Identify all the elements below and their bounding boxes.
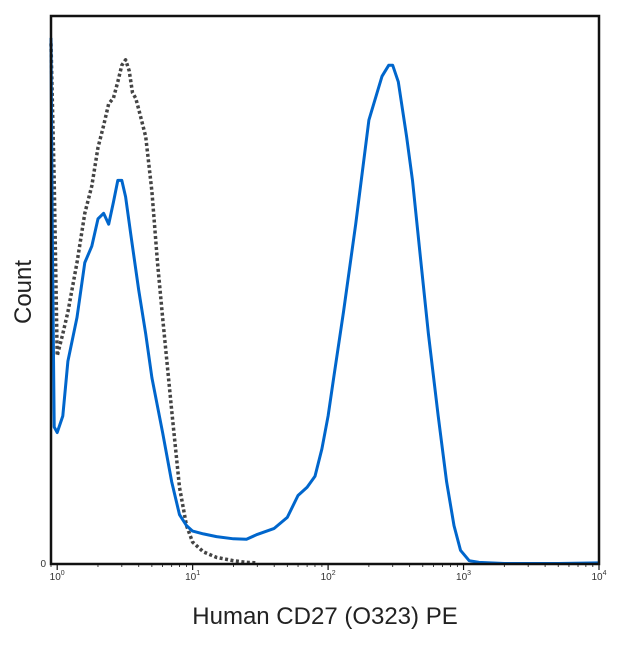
x-tick-label: 104: [591, 570, 606, 583]
y-axis-ticks: 0: [40, 559, 46, 570]
x-tick-label: 103: [456, 570, 471, 583]
x-tick-label: 102: [321, 570, 336, 583]
series-line-control: [49, 43, 258, 565]
series-line-stained: [49, 37, 600, 565]
series-layer: [49, 37, 600, 565]
y-tick-label: 0: [40, 559, 46, 570]
x-axis-title: Human CD27 (O323) PE: [192, 603, 457, 630]
x-axis-ticks: 100 101 102 103 104: [50, 564, 607, 583]
plot-frame: [49, 14, 601, 566]
y-axis-title: Count: [10, 260, 37, 324]
x-tick-label: 100: [50, 570, 65, 583]
x-tick-label: 101: [185, 570, 200, 583]
